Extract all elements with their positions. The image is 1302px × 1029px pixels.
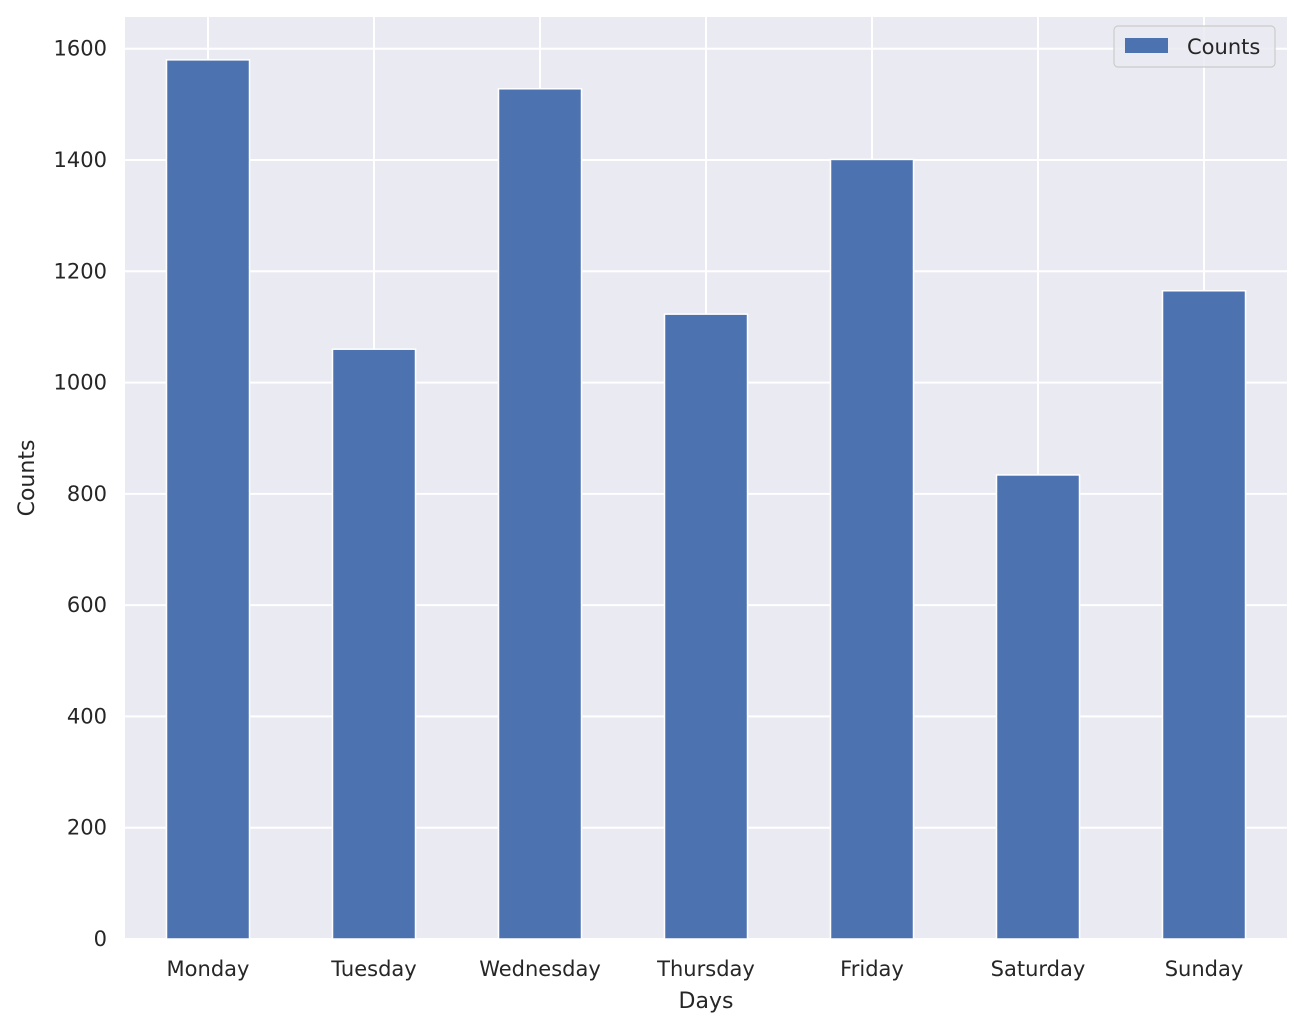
y-tick-label: 1600 <box>54 37 107 61</box>
y-tick-label: 1000 <box>54 371 107 395</box>
y-tick-label: 800 <box>67 482 107 506</box>
bar-friday <box>829 158 915 940</box>
x-tick-label: Wednesday <box>479 957 601 981</box>
x-tick-label: Friday <box>840 957 904 981</box>
y-tick-labels: 0 200 400 600 800 1000 1200 1400 1600 <box>54 37 107 951</box>
bar-tuesday <box>331 348 417 940</box>
legend-swatch <box>1125 38 1168 53</box>
bar-sunday <box>1161 290 1247 940</box>
y-tick-label: 400 <box>67 704 107 728</box>
legend: Counts <box>1113 25 1276 68</box>
y-axis-label: Counts <box>15 440 40 517</box>
x-tick-label: Monday <box>167 957 250 981</box>
y-tick-label: 600 <box>67 593 107 617</box>
legend-box <box>1113 25 1276 68</box>
bar-thursday <box>663 313 749 940</box>
legend-label: Counts <box>1187 35 1260 59</box>
x-tick-label: Saturday <box>991 957 1086 981</box>
y-tick-label: 1400 <box>54 148 107 172</box>
bar-saturday <box>995 474 1081 940</box>
x-axis-label: Days <box>679 989 734 1014</box>
x-tick-label: Tuesday <box>330 957 416 981</box>
y-tick-label: 1200 <box>54 259 107 283</box>
bar-wednesday <box>497 88 583 940</box>
bar-monday <box>165 59 251 940</box>
x-tick-label: Sunday <box>1165 957 1244 981</box>
y-tick-label: 0 <box>94 927 107 951</box>
x-tick-label: Thursday <box>656 957 755 981</box>
bars <box>165 59 1247 940</box>
y-tick-label: 200 <box>67 816 107 840</box>
x-tick-labels: Monday Tuesday Wednesday Thursday Friday Satu… <box>167 957 1244 981</box>
